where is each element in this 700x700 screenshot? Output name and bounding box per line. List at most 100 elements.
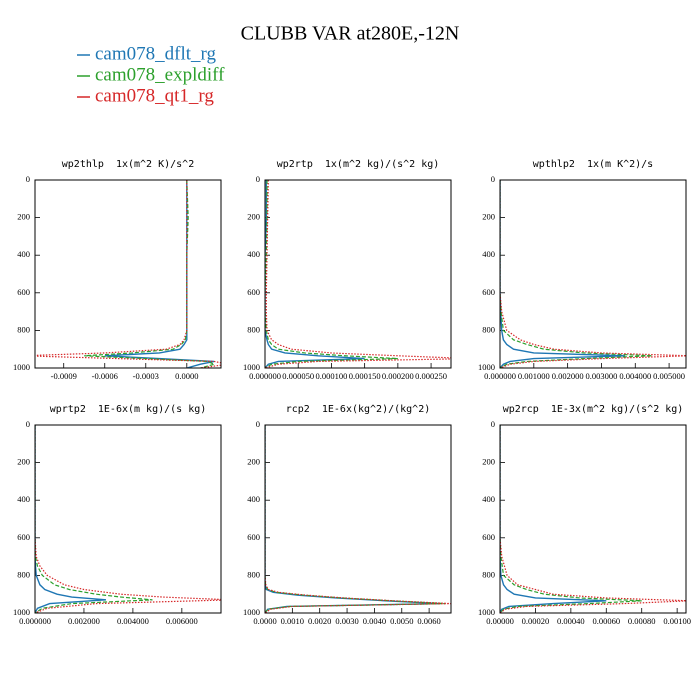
- profile-line: [500, 180, 626, 368]
- panel-title: wpthlp2 1x(m K^2)/s: [533, 159, 653, 170]
- plot-area: [265, 425, 451, 613]
- profile-line: [500, 180, 686, 368]
- panel-title: wp2rtp 1x(m^2 kg)/(s^2 kg): [277, 159, 440, 170]
- y-tick-label: 200: [17, 457, 30, 467]
- profile-line: [500, 425, 642, 613]
- panel-frame: [34, 179, 222, 369]
- x-tick-label: 0.000000: [484, 371, 516, 381]
- x-tick-label: 0.0000: [253, 616, 276, 626]
- panel-title: wp2rcp 1E-3x(m^2 kg)/(s^2 kg): [503, 404, 684, 415]
- x-tick-label: 0.00020: [522, 616, 550, 626]
- y-tick-label: 1000: [478, 362, 495, 372]
- profile-line: [84, 180, 217, 368]
- panel-frame: [499, 179, 687, 369]
- y-tick-label: 400: [482, 249, 495, 259]
- y-tick-label: 400: [482, 494, 495, 504]
- x-tick-label: 0.0050: [390, 616, 413, 626]
- profile-line: [35, 425, 107, 613]
- y-tick-label: 1000: [13, 362, 30, 372]
- plot-area: [500, 180, 686, 368]
- x-tick-label: -0.0003: [133, 371, 159, 381]
- profile-line: [104, 180, 215, 368]
- y-tick-label: 400: [247, 494, 260, 504]
- panel-title: wp2thlp 1x(m^2 K)/s^2: [62, 159, 194, 170]
- y-tick-label: 200: [482, 212, 495, 222]
- y-tick-label: 0: [256, 419, 260, 429]
- legend-label: cam078_qt1_rg: [95, 85, 214, 106]
- panel-frame: [499, 424, 687, 614]
- x-tick-label: 0.0030: [335, 616, 358, 626]
- x-tick-label: 0.000050: [282, 371, 314, 381]
- profile-line: [500, 425, 607, 613]
- profile-line: [265, 180, 451, 368]
- y-tick-label: 0: [491, 419, 495, 429]
- y-tick-label: 600: [17, 287, 30, 297]
- y-tick-label: 400: [17, 494, 30, 504]
- panel-title: wprtp2 1E-6x(m kg)/(s kg): [50, 404, 207, 415]
- plot-area: [35, 180, 221, 368]
- y-tick-label: 200: [482, 457, 495, 467]
- plot-area: [265, 180, 451, 368]
- x-tick-label: 0.00060: [592, 616, 620, 626]
- x-tick-label: 0.0060: [417, 616, 440, 626]
- profile-line: [265, 425, 441, 613]
- y-tick-label: 0: [26, 419, 30, 429]
- profile-line: [265, 180, 365, 368]
- profile-line: [35, 425, 153, 613]
- profile-line: [265, 425, 451, 613]
- y-tick-label: 200: [247, 457, 260, 467]
- y-tick-label: 1000: [478, 607, 495, 617]
- x-tick-label: 0.00040: [557, 616, 585, 626]
- x-tick-label: 0.000150: [349, 371, 381, 381]
- y-tick-label: 1000: [243, 362, 260, 372]
- x-tick-label: 0.003000: [586, 371, 618, 381]
- y-tick-label: 800: [482, 324, 495, 334]
- x-tick-label: 0.0020: [308, 616, 331, 626]
- x-tick-label: 0.005000: [653, 371, 685, 381]
- x-tick-label: 0.004000: [117, 616, 149, 626]
- y-tick-label: 400: [17, 249, 30, 259]
- plot-area: [35, 425, 221, 613]
- legend-label: cam078_dflt_rg: [95, 43, 217, 64]
- y-tick-label: 800: [247, 324, 260, 334]
- x-tick-label: 0.0010: [281, 616, 304, 626]
- y-tick-label: 600: [482, 287, 495, 297]
- y-tick-label: 1000: [13, 607, 30, 617]
- y-tick-label: 1000: [243, 607, 260, 617]
- x-tick-label: 0.000250: [415, 371, 447, 381]
- y-tick-label: 200: [17, 212, 30, 222]
- x-tick-label: -0.0006: [92, 371, 118, 381]
- panel-frame: [264, 424, 452, 614]
- figure-title: CLUBB VAR at280E,-12N: [241, 23, 460, 45]
- x-tick-label: 0.0000: [175, 371, 198, 381]
- y-tick-label: 400: [247, 249, 260, 259]
- x-tick-label: 0.00000: [486, 616, 514, 626]
- y-tick-label: 200: [247, 212, 260, 222]
- y-tick-label: 600: [247, 532, 260, 542]
- x-tick-label: 0.00100: [663, 616, 691, 626]
- y-tick-label: 600: [482, 532, 495, 542]
- x-tick-label: 0.000000: [249, 371, 281, 381]
- x-tick-label: 0.002000: [552, 371, 584, 381]
- y-tick-label: 0: [491, 174, 495, 184]
- panel-frame: [264, 179, 452, 369]
- plot-area: [500, 425, 686, 613]
- x-tick-label: 0.001000: [518, 371, 550, 381]
- y-tick-label: 800: [482, 569, 495, 579]
- x-tick-label: 0.000200: [382, 371, 414, 381]
- x-tick-label: 0.000000: [19, 616, 51, 626]
- y-tick-label: 800: [17, 569, 30, 579]
- x-tick-label: 0.00080: [628, 616, 656, 626]
- y-tick-label: 0: [256, 174, 260, 184]
- x-tick-label: 0.004000: [619, 371, 651, 381]
- x-tick-label: 0.002000: [68, 616, 100, 626]
- panel-frame: [34, 424, 222, 614]
- y-tick-label: 600: [247, 287, 260, 297]
- profile-line: [35, 180, 221, 368]
- profile-line: [500, 180, 653, 368]
- x-tick-label: 0.006000: [166, 616, 198, 626]
- y-tick-label: 0: [26, 174, 30, 184]
- x-tick-label: -0.0009: [51, 371, 77, 381]
- legend-label: cam078_expldiff: [95, 64, 225, 85]
